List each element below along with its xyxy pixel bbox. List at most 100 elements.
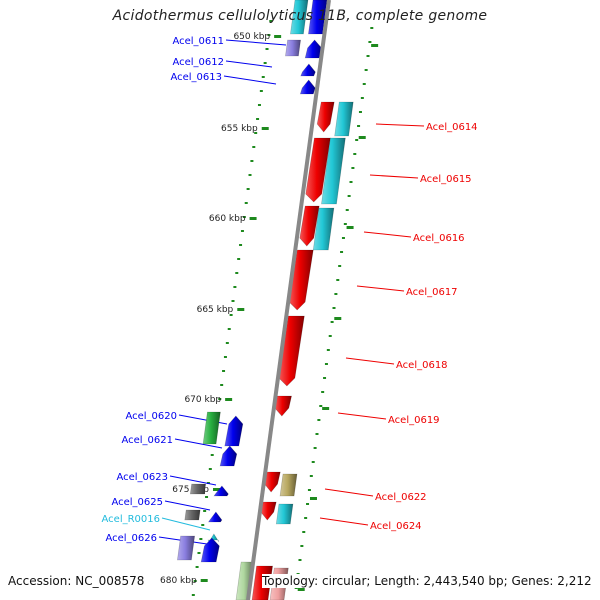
guide-dot bbox=[317, 419, 321, 421]
gene-shape-acel-0611[interactable] bbox=[304, 39, 322, 59]
guide-dot bbox=[210, 454, 214, 456]
guide-dot bbox=[242, 216, 246, 218]
gene-shape-acel-0619[interactable] bbox=[274, 395, 292, 417]
gene-label-left[interactable]: Acel_R0016 bbox=[102, 514, 161, 525]
guide-dot bbox=[246, 188, 250, 190]
leader-line bbox=[225, 39, 287, 46]
gene-label-right[interactable]: Acel_0622 bbox=[375, 492, 427, 503]
gene-shape-acel-0623[interactable] bbox=[213, 485, 229, 497]
gene-shape-acel-0620-cog[interactable] bbox=[202, 411, 221, 445]
gene-shape-acel-0624[interactable] bbox=[260, 501, 277, 521]
scale-tick bbox=[297, 588, 305, 591]
guide-dot bbox=[366, 55, 370, 57]
gene-label-left[interactable]: Acel_0625 bbox=[111, 497, 163, 508]
guide-dot bbox=[265, 48, 269, 50]
gene-label-right[interactable]: Acel_0615 bbox=[420, 174, 472, 185]
gene-shape-acel-0626[interactable] bbox=[200, 537, 220, 563]
guide-dot bbox=[263, 62, 267, 64]
gene-label-right[interactable]: Acel_0619 bbox=[388, 415, 440, 426]
leader-line bbox=[356, 285, 405, 292]
guide-dot bbox=[334, 293, 338, 295]
guide-dot bbox=[357, 125, 361, 127]
gene-shape-acel-0620[interactable] bbox=[224, 415, 244, 447]
guide-dot bbox=[235, 272, 239, 274]
gene-shape-acel-0624-cog[interactable] bbox=[275, 503, 294, 525]
guide-dot bbox=[227, 328, 231, 330]
gene-label-right[interactable]: Acel_0617 bbox=[406, 287, 458, 298]
guide-dot bbox=[205, 496, 209, 498]
guide-dot bbox=[223, 356, 227, 358]
guide-dot bbox=[364, 69, 368, 71]
dotted-guide-layer bbox=[191, 20, 374, 596]
guide-dot bbox=[347, 195, 351, 197]
guide-dot bbox=[244, 202, 248, 204]
leader-line bbox=[345, 357, 395, 365]
gene-shape-acel-0621[interactable] bbox=[219, 445, 238, 467]
gene-label-right[interactable]: Acel_0616 bbox=[413, 233, 465, 244]
gene-label-left[interactable]: Acel_0620 bbox=[125, 411, 177, 422]
gene-shape-acel-0615-cog[interactable] bbox=[321, 137, 346, 205]
guide-dot bbox=[355, 139, 359, 141]
gene-shape-acel-0626-cog[interactable] bbox=[177, 535, 195, 561]
gene-shape-acel-0616-cog[interactable] bbox=[312, 207, 335, 251]
guide-dot bbox=[261, 76, 265, 78]
guide-dot bbox=[306, 503, 310, 505]
guide-dot bbox=[259, 90, 263, 92]
genome-backbone bbox=[246, 0, 331, 600]
guide-dot bbox=[199, 538, 203, 540]
guide-dot bbox=[203, 510, 207, 512]
gene-shape-acel-0622-cog[interactable] bbox=[279, 473, 298, 497]
gene-label-left[interactable]: Acel_0612 bbox=[172, 57, 224, 68]
gene-shape-acel-0614-cog[interactable] bbox=[334, 101, 354, 137]
guide-dot bbox=[256, 118, 260, 120]
gene-shape-acel-0610[interactable] bbox=[290, 0, 309, 35]
guide-dot bbox=[368, 41, 372, 43]
gene-shape-acel-0612[interactable] bbox=[300, 63, 316, 77]
gene-shape-acel-0616[interactable] bbox=[299, 205, 320, 247]
gene-shape-acel-0615[interactable] bbox=[305, 137, 331, 203]
gene-label-left[interactable]: Acel_0626 bbox=[105, 533, 157, 544]
scale-tick bbox=[249, 217, 257, 220]
gene-label-left[interactable]: Acel_0613 bbox=[170, 72, 222, 83]
guide-dot bbox=[257, 104, 261, 106]
gene-shape-acel-0623-cog[interactable] bbox=[189, 483, 207, 495]
map-title: Acidothermus cellulolyticus 11B, complet… bbox=[112, 8, 488, 24]
gene-shape-acel-0625[interactable] bbox=[207, 511, 223, 523]
gene-shape-acel-0625-cog[interactable] bbox=[184, 509, 201, 521]
gene-shape-acel-0611-cog[interactable] bbox=[285, 39, 301, 57]
guide-dot bbox=[353, 153, 357, 155]
guide-dot bbox=[360, 97, 364, 99]
scale-tick bbox=[261, 127, 269, 130]
guide-dot bbox=[343, 223, 347, 225]
guide-dot bbox=[326, 349, 330, 351]
guide-dot bbox=[300, 545, 304, 547]
gene-label-left[interactable]: Acel_0611 bbox=[172, 36, 224, 47]
gene-label-right[interactable]: Acel_0618 bbox=[396, 360, 448, 371]
label-layer: Acel_0611 Acel_0612 Acel_0613 Acel_0620 Acel… bbox=[102, 36, 478, 544]
guide-dot bbox=[307, 489, 311, 491]
gene-label-right[interactable]: Acel_0614 bbox=[426, 122, 478, 133]
guide-dot bbox=[237, 258, 241, 260]
scale-tick bbox=[322, 407, 330, 410]
guide-dot bbox=[229, 314, 233, 316]
guide-dot bbox=[370, 27, 374, 29]
topology-text: Topology: circular; Length: 2,443,540 bp… bbox=[262, 574, 592, 588]
guide-dot bbox=[338, 265, 342, 267]
leader-line bbox=[337, 412, 387, 420]
gene-shape-acel-0613[interactable] bbox=[299, 79, 316, 95]
scale-tick-label: 670 kbp bbox=[184, 395, 221, 405]
guide-dot bbox=[250, 160, 254, 162]
scale-tick-label: 665 kbp bbox=[197, 305, 234, 315]
guide-dot bbox=[341, 237, 345, 239]
leader-line bbox=[169, 475, 217, 486]
gene-label-right[interactable]: Acel_0624 bbox=[370, 521, 422, 532]
guide-dot bbox=[193, 580, 197, 582]
guide-dot bbox=[332, 307, 336, 309]
guide-dot bbox=[240, 230, 244, 232]
gene-shape-acel-0622[interactable] bbox=[264, 471, 281, 493]
gene-shape-acel-0614[interactable] bbox=[316, 101, 335, 133]
leader-line bbox=[225, 60, 273, 68]
gene-label-left[interactable]: Acel_0621 bbox=[121, 435, 173, 446]
guide-dot bbox=[351, 167, 355, 169]
gene-label-left[interactable]: Acel_0623 bbox=[116, 472, 168, 483]
